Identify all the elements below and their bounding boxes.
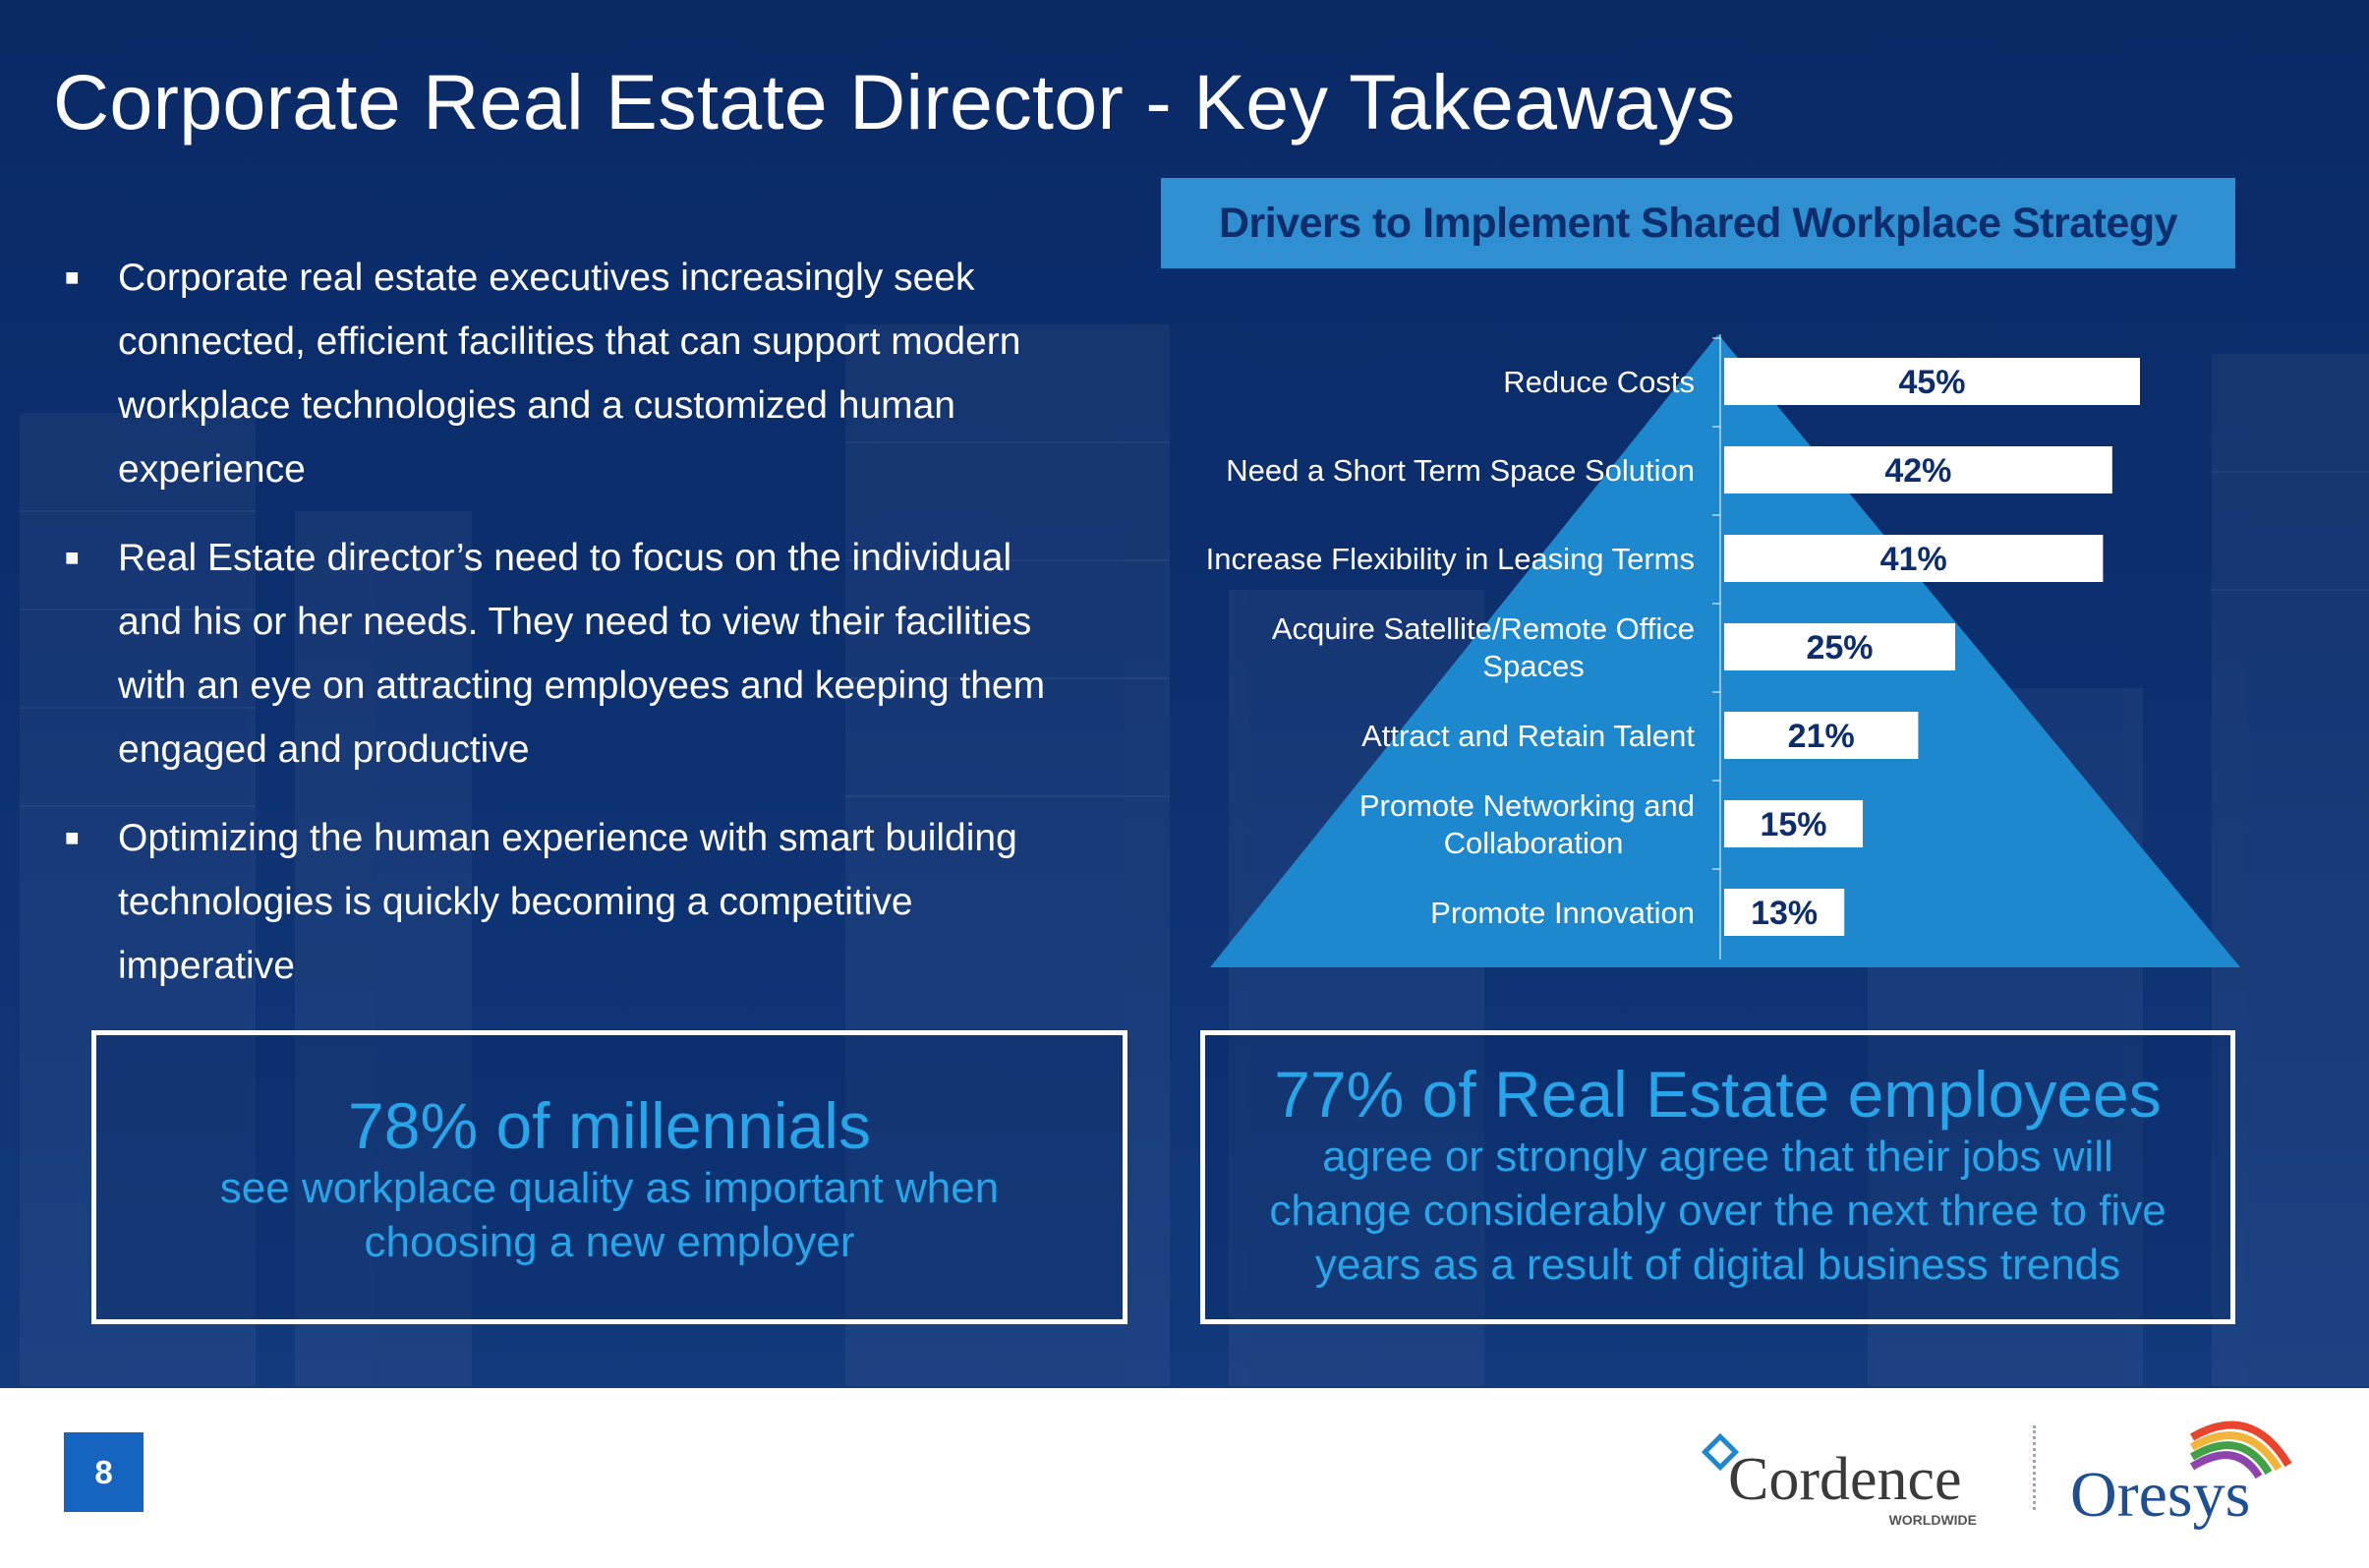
page-number-badge: 8 bbox=[64, 1432, 144, 1512]
category-label: Increase Flexibility in Leasing Terms bbox=[1206, 542, 1695, 576]
slide-background: Corporate Real Estate Director - Key Tak… bbox=[0, 0, 2369, 1388]
employees-headline: 77% of Real Estate employees bbox=[1274, 1058, 2162, 1131]
category-label: Need a Short Term Space Solution bbox=[1226, 453, 1695, 488]
bar-6 bbox=[1724, 889, 1845, 936]
bullet-item: ■ Optimizing the human experience with sm… bbox=[59, 806, 1081, 998]
slide-title: Corporate Real Estate Director - Key Tak… bbox=[53, 58, 1736, 145]
employees-stat-box: 77% of Real Estate employees agree or st… bbox=[1200, 1030, 2235, 1324]
millennials-line: see workplace quality as important when bbox=[219, 1164, 1000, 1212]
category-label: Promote Innovation bbox=[1430, 896, 1695, 930]
bar-4 bbox=[1724, 712, 1919, 759]
rainbow-icon bbox=[2189, 1421, 2292, 1480]
bullet-square-icon: ■ bbox=[65, 264, 80, 291]
oresys-wordmark: Oresys bbox=[2070, 1459, 2250, 1531]
takeaways-list: ■ Corporate real estate executives increa… bbox=[59, 246, 1081, 1022]
bar-value-label: 45% bbox=[1898, 364, 1965, 401]
category-label: Spaces bbox=[1482, 649, 1584, 683]
employees-line: change considerably over the next three … bbox=[1269, 1187, 2167, 1235]
logo-divider bbox=[2033, 1425, 2036, 1510]
millennials-headline: 78% of millennials bbox=[348, 1089, 871, 1162]
drivers-bar-chart: 45% Reduce Costs 42% Need a Short Term Spac… bbox=[1206, 334, 2240, 967]
chart-title: Drivers to Implement Shared Workplace St… bbox=[1161, 178, 2235, 268]
bar-5 bbox=[1724, 800, 1863, 847]
bar-0 bbox=[1724, 358, 2140, 405]
category-label: Acquire Satellite/Remote Office bbox=[1272, 611, 1695, 646]
millennials-line: choosing a new employer bbox=[364, 1218, 855, 1266]
category-label: Collaboration bbox=[1444, 826, 1624, 860]
category-label: Reduce Costs bbox=[1503, 365, 1695, 399]
cordence-subtitle: WORLDWIDE bbox=[1889, 1512, 1977, 1528]
cordence-logo: Cordence WORLDWIDE bbox=[1701, 1432, 1977, 1528]
bar-value-label: 25% bbox=[1806, 629, 1873, 667]
bar-value-label: 21% bbox=[1788, 718, 1855, 755]
bullet-text: Optimizing the human experience with sma… bbox=[118, 817, 1017, 987]
category-label: Attract and Retain Talent bbox=[1361, 719, 1695, 753]
category-label: Promote Networking and bbox=[1359, 788, 1695, 823]
bar-3 bbox=[1724, 623, 1955, 670]
employees-line: years as a result of digital business tr… bbox=[1314, 1241, 2121, 1289]
bullet-item: ■ Real Estate director’s need to focus on… bbox=[59, 526, 1081, 782]
employees-line: agree or strongly agree that their jobs … bbox=[1322, 1132, 2113, 1181]
bullet-square-icon: ■ bbox=[65, 545, 80, 571]
bullet-square-icon: ■ bbox=[65, 825, 80, 851]
bullet-text: Real Estate director’s need to focus on … bbox=[118, 537, 1046, 771]
bullet-text: Corporate real estate executives increas… bbox=[118, 257, 1021, 491]
bar-value-label: 41% bbox=[1880, 541, 1947, 578]
bar-1 bbox=[1724, 446, 2112, 494]
bar-value-label: 13% bbox=[1751, 895, 1818, 932]
cordence-diamond-icon bbox=[1701, 1432, 1740, 1472]
bullet-item: ■ Corporate real estate executives increa… bbox=[59, 246, 1081, 501]
bar-value-label: 15% bbox=[1760, 806, 1826, 843]
bar-2 bbox=[1724, 535, 2104, 582]
bar-value-label: 42% bbox=[1884, 452, 1951, 490]
oresys-logo: Oresys bbox=[2070, 1421, 2292, 1531]
cordence-wordmark: Cordence bbox=[1728, 1446, 1962, 1513]
millennials-stat-box: 78% of millennials see workplace quality… bbox=[91, 1030, 1127, 1324]
